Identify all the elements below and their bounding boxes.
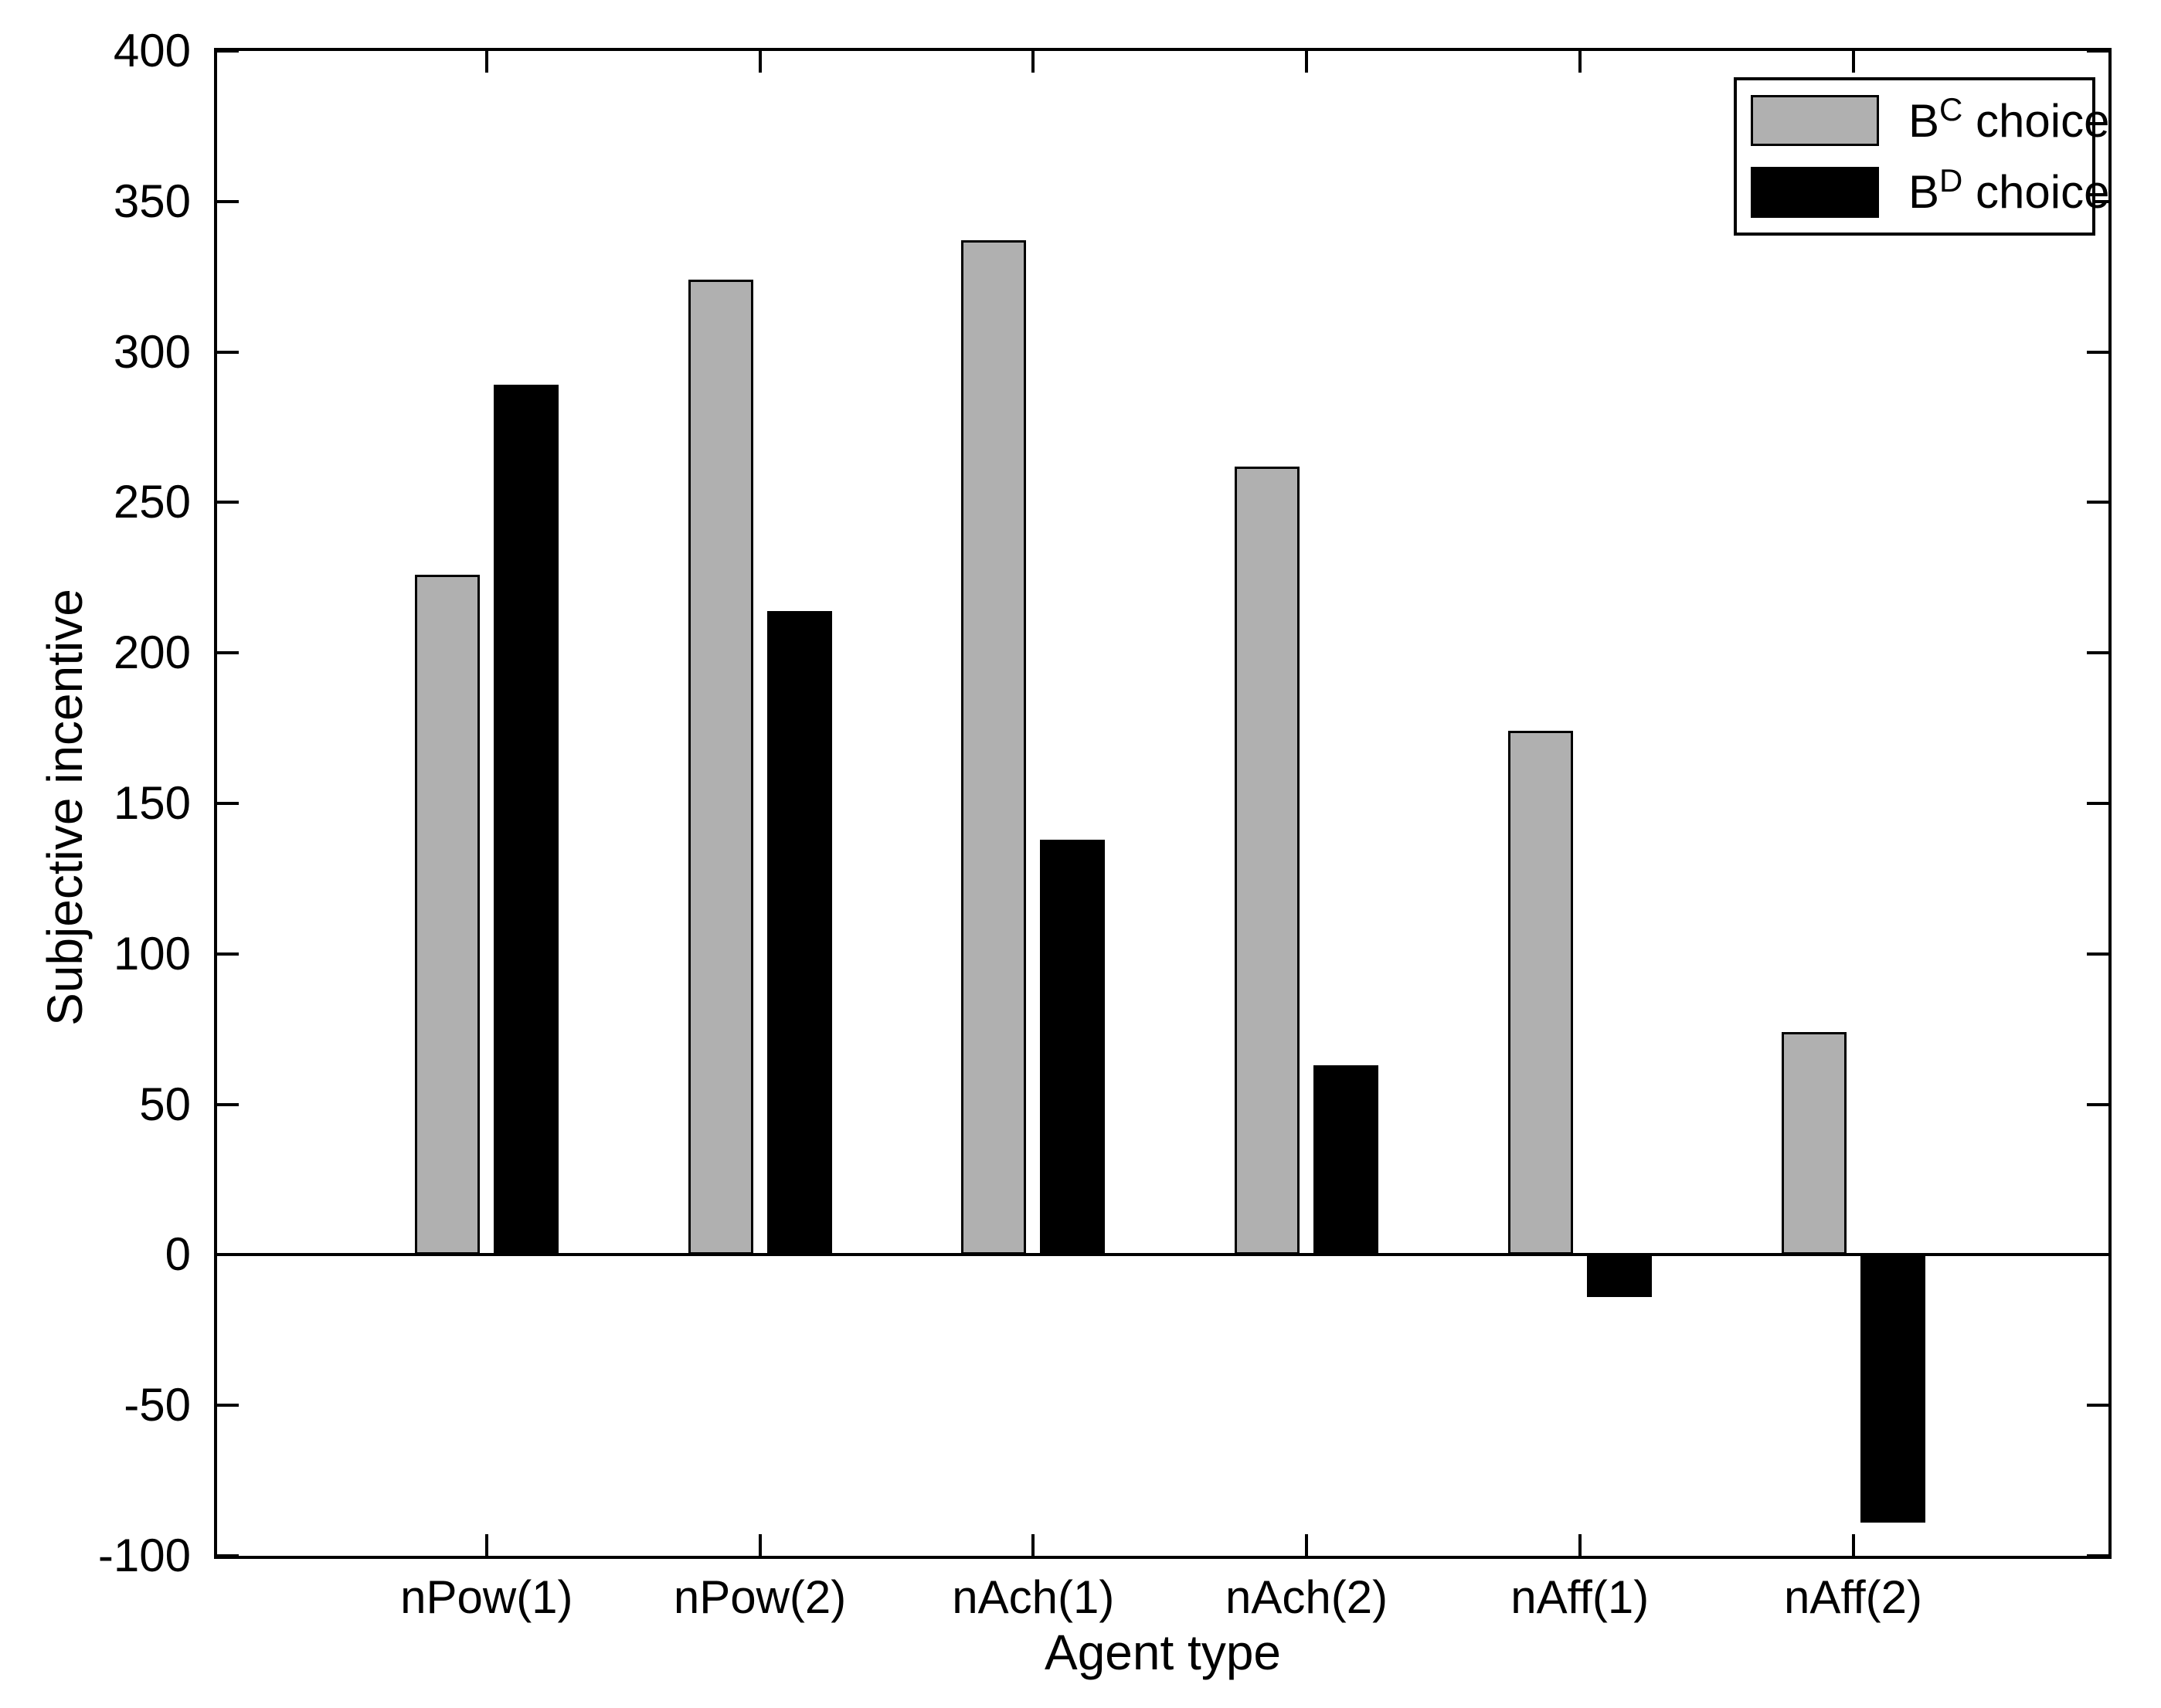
ytick-left-0 — [217, 1253, 239, 1257]
ytick-right-100 — [2087, 952, 2108, 956]
y-tick-label-350: 350 — [113, 175, 191, 227]
legend-entry-bc: BC choice — [1751, 93, 2109, 148]
ytick-left-400 — [217, 49, 239, 53]
xtick-bottom-nAff(2) — [1851, 1534, 1855, 1556]
y-tick-label--100: -100 — [97, 1530, 191, 1581]
ytick-right--50 — [2087, 1404, 2108, 1407]
y-tick-label--50: -50 — [124, 1379, 191, 1431]
y-tick-label-100: 100 — [113, 927, 191, 980]
y-tick-label-300: 300 — [113, 325, 191, 378]
bar-nPow(1)-BD-choice — [493, 385, 559, 1255]
ytick-right--100 — [2087, 1554, 2108, 1557]
ytick-left-300 — [217, 350, 239, 354]
ytick-left-100 — [217, 952, 239, 956]
ytick-left-200 — [217, 651, 239, 655]
ytick-left-50 — [217, 1102, 239, 1106]
ytick-left-350 — [217, 199, 239, 203]
bar-nAch(1)-BD-choice — [1040, 839, 1106, 1255]
ytick-left--100 — [217, 1554, 239, 1557]
x-tick-label-nPow(2): nPow(2) — [673, 1571, 847, 1623]
xtick-top-nAff(1) — [1578, 51, 1582, 73]
bar-nPow(2)-BD-choice — [766, 610, 832, 1255]
ytick-right-250 — [2087, 501, 2108, 504]
xtick-bottom-nPow(1) — [484, 1534, 488, 1556]
xtick-bottom-nAch(2) — [1305, 1534, 1309, 1556]
x-tick-label-nAch(2): nAch(2) — [1225, 1571, 1388, 1623]
xtick-bottom-nAch(1) — [1031, 1534, 1035, 1556]
bar-nPow(1)-BC-choice — [414, 574, 480, 1255]
ytick-left-250 — [217, 501, 239, 504]
legend-label-bd-base: B — [1908, 166, 1940, 219]
xtick-bottom-nPow(2) — [758, 1534, 762, 1556]
y-tick-label-50: 50 — [139, 1078, 191, 1130]
y-tick-label-150: 150 — [113, 777, 191, 829]
xtick-top-nAch(2) — [1305, 51, 1309, 73]
xtick-top-nAff(2) — [1851, 51, 1855, 73]
xtick-top-nPow(2) — [758, 51, 762, 73]
zero-baseline — [217, 1253, 2108, 1257]
legend-label-bd: BD choice — [1908, 165, 2109, 219]
y-tick-label-250: 250 — [113, 476, 191, 528]
legend-label-bc-base: B — [1908, 94, 1940, 147]
bar-nAff(1)-BC-choice — [1507, 731, 1573, 1255]
x-tick-label-nPow(1): nPow(1) — [400, 1571, 573, 1623]
legend-label-bc-sup: C — [1939, 90, 1963, 127]
y-tick-label-0: 0 — [165, 1228, 191, 1281]
ytick-right-350 — [2087, 199, 2108, 203]
legend-label-bc: BC choice — [1908, 90, 2110, 148]
ytick-right-150 — [2087, 802, 2108, 805]
bar-nAff(2)-BD-choice — [1860, 1255, 1925, 1523]
ytick-right-50 — [2087, 1102, 2108, 1106]
ytick-right-300 — [2087, 350, 2108, 354]
ytick-left--50 — [217, 1404, 239, 1407]
y-axis-label: Subjective incentive — [37, 589, 93, 1026]
legend-label-bd-suffix: choice — [1962, 166, 2110, 219]
ytick-left-150 — [217, 802, 239, 805]
legend-label-bc-suffix: choice — [1962, 94, 2110, 147]
ytick-right-200 — [2087, 651, 2108, 655]
xtick-top-nPow(1) — [484, 51, 488, 73]
y-tick-label-200: 200 — [113, 626, 191, 679]
bar-nAff(2)-BC-choice — [1781, 1032, 1847, 1255]
bar-nAch(2)-BD-choice — [1313, 1065, 1379, 1255]
legend-swatch-bc — [1751, 95, 1879, 147]
x-tick-label-nAch(1): nAch(1) — [952, 1571, 1115, 1623]
legend-label-bd-sup: D — [1939, 162, 1963, 199]
bar-nAch(1)-BC-choice — [961, 240, 1027, 1255]
ytick-right-400 — [2087, 49, 2108, 53]
xtick-top-nAch(1) — [1031, 51, 1035, 73]
legend: BC choice BD choice — [1734, 77, 2109, 236]
bar-nPow(2)-BC-choice — [688, 280, 753, 1255]
legend-entry-bd: BD choice — [1751, 165, 2109, 219]
ytick-right-0 — [2087, 1253, 2108, 1257]
xtick-bottom-nAff(1) — [1578, 1534, 1582, 1556]
x-tick-label-nAff(2): nAff(2) — [1784, 1571, 1922, 1623]
x-tick-label-nAff(1): nAff(1) — [1510, 1571, 1650, 1623]
bar-nAch(2)-BC-choice — [1235, 466, 1300, 1255]
y-tick-label-400: 400 — [113, 25, 191, 76]
bar-nAff(1)-BD-choice — [1586, 1255, 1652, 1297]
x-axis-label: Agent type — [1045, 1625, 1281, 1680]
legend-swatch-bd — [1751, 166, 1879, 218]
